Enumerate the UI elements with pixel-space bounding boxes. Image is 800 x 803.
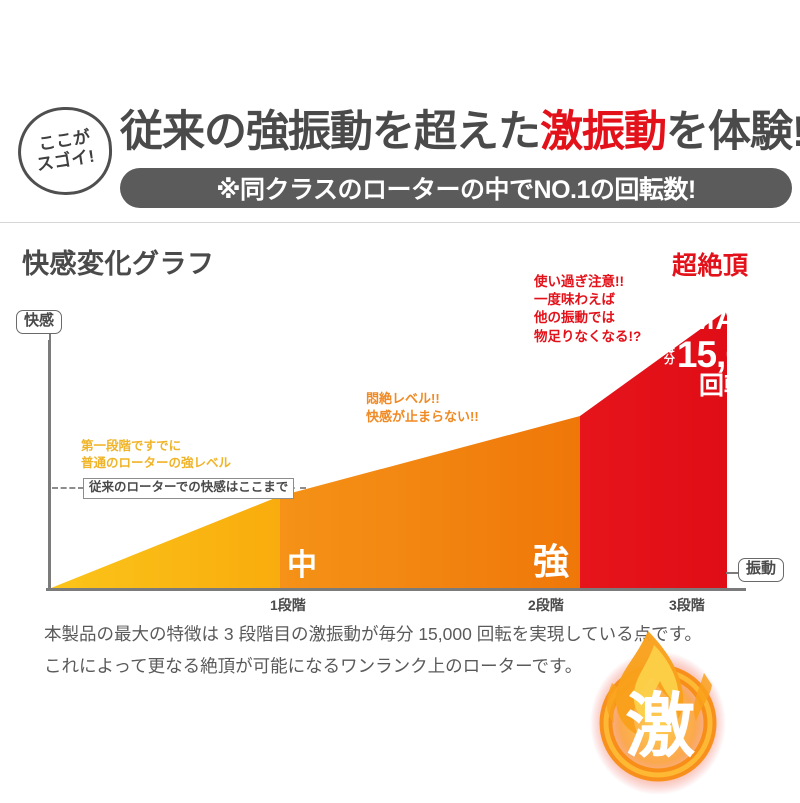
footer-description: 本製品の最大の特徴は 3 段階目の激振動が毎分 15,000 回転を実現している…: [44, 622, 774, 687]
annotation-stage-one: 第一段階ですでに 普通のローターの強レベル: [81, 438, 231, 472]
segment-label-mid: 中: [287, 549, 317, 582]
headline-accent-text: 激振動: [540, 107, 667, 156]
chart-area-svg: [51, 310, 727, 588]
annotation-stage-three: 使い過ぎ注意!! 一度味わえば 他の振動では 物足りなくなる!?: [534, 273, 641, 346]
x-axis-line: [46, 588, 746, 591]
annotation-stage-two-line1: 悶絶レベル!!: [366, 391, 440, 406]
segment-weak-to-mid: [51, 496, 280, 588]
reference-line-label: 従来のローターでの快感はここまで: [83, 478, 295, 499]
x-axis-stub: [726, 572, 742, 574]
headline-pre-text: 従来の強振動を超え: [120, 107, 499, 156]
subheadline-text: ※同クラスのローターの中でNO.1の回転数!: [216, 176, 696, 204]
annotation-stage-two-line2: 快感が止まらない!!: [366, 408, 479, 424]
chart-title: 快感変化グラフ: [22, 249, 215, 279]
peak-label: 超絶頂: [672, 252, 749, 280]
x-tick-label-1: 1段階: [270, 597, 306, 613]
annotation-stage-three-line4: 物足りなくなる!?: [534, 328, 642, 344]
max-rpm-value: 15,000: [676, 334, 785, 375]
pleasure-change-chart: 快感変化グラフ 快感 振動: [0, 228, 800, 795]
y-axis-line: [48, 340, 51, 590]
rotation-unit: 回転: [698, 372, 749, 400]
headline-post-text: を体験!!: [666, 107, 800, 156]
x-tick-label-2: 2段階: [528, 597, 564, 613]
subheadline-bar: ※同クラスのローターの中でNO.1の回転数!: [120, 168, 792, 208]
annotation-stage-three-line2: 一度味わえば: [534, 292, 615, 308]
segment-mid-to-strong: [280, 416, 580, 588]
annotation-stage-three-line1: 使い過ぎ注意!!: [534, 274, 624, 289]
header-divider: [0, 222, 800, 223]
reference-line-left: [52, 487, 84, 489]
y-axis-label: 快感: [16, 310, 63, 334]
segment-label-strong: 強: [533, 541, 570, 582]
footer-description-line2: これによって更なる絶頂が可能になるワンランク上のローターです。: [44, 656, 583, 677]
koko-ga-sugoi-badge: ここが スゴイ!: [15, 104, 115, 198]
max-number-row: 毎 分 15,000: [658, 336, 790, 373]
annotation-stage-one-line1: 第一段階ですでに: [81, 439, 182, 453]
footer-description-line1: 本製品の最大の特徴は 3 段階目の激振動が毎分 15,000 回転を実現している…: [44, 624, 702, 644]
per-minute-char-2: 分: [663, 353, 675, 366]
annotation-stage-two: 悶絶レベル!! 快感が止まらない!!: [366, 390, 479, 425]
x-tick-label-3: 3段階: [669, 597, 705, 613]
headline-mid-text: た: [498, 107, 541, 156]
chart-plot-area: [51, 248, 750, 588]
x-axis-label: 振動: [738, 558, 785, 582]
geki-character-label: 激: [625, 687, 695, 765]
annotation-stage-three-line3: 他の振動では: [534, 310, 615, 326]
per-minute-char-1: 毎: [663, 343, 675, 356]
per-minute-label: 毎 分: [663, 343, 675, 366]
max-rpm-badge: MAX 毎 分 15,000 回転: [658, 306, 790, 399]
segment-strong-to-geki: [580, 310, 727, 588]
annotation-stage-one-line2: 普通のローターの強レベル: [81, 455, 232, 470]
max-word: MAX: [690, 304, 758, 336]
